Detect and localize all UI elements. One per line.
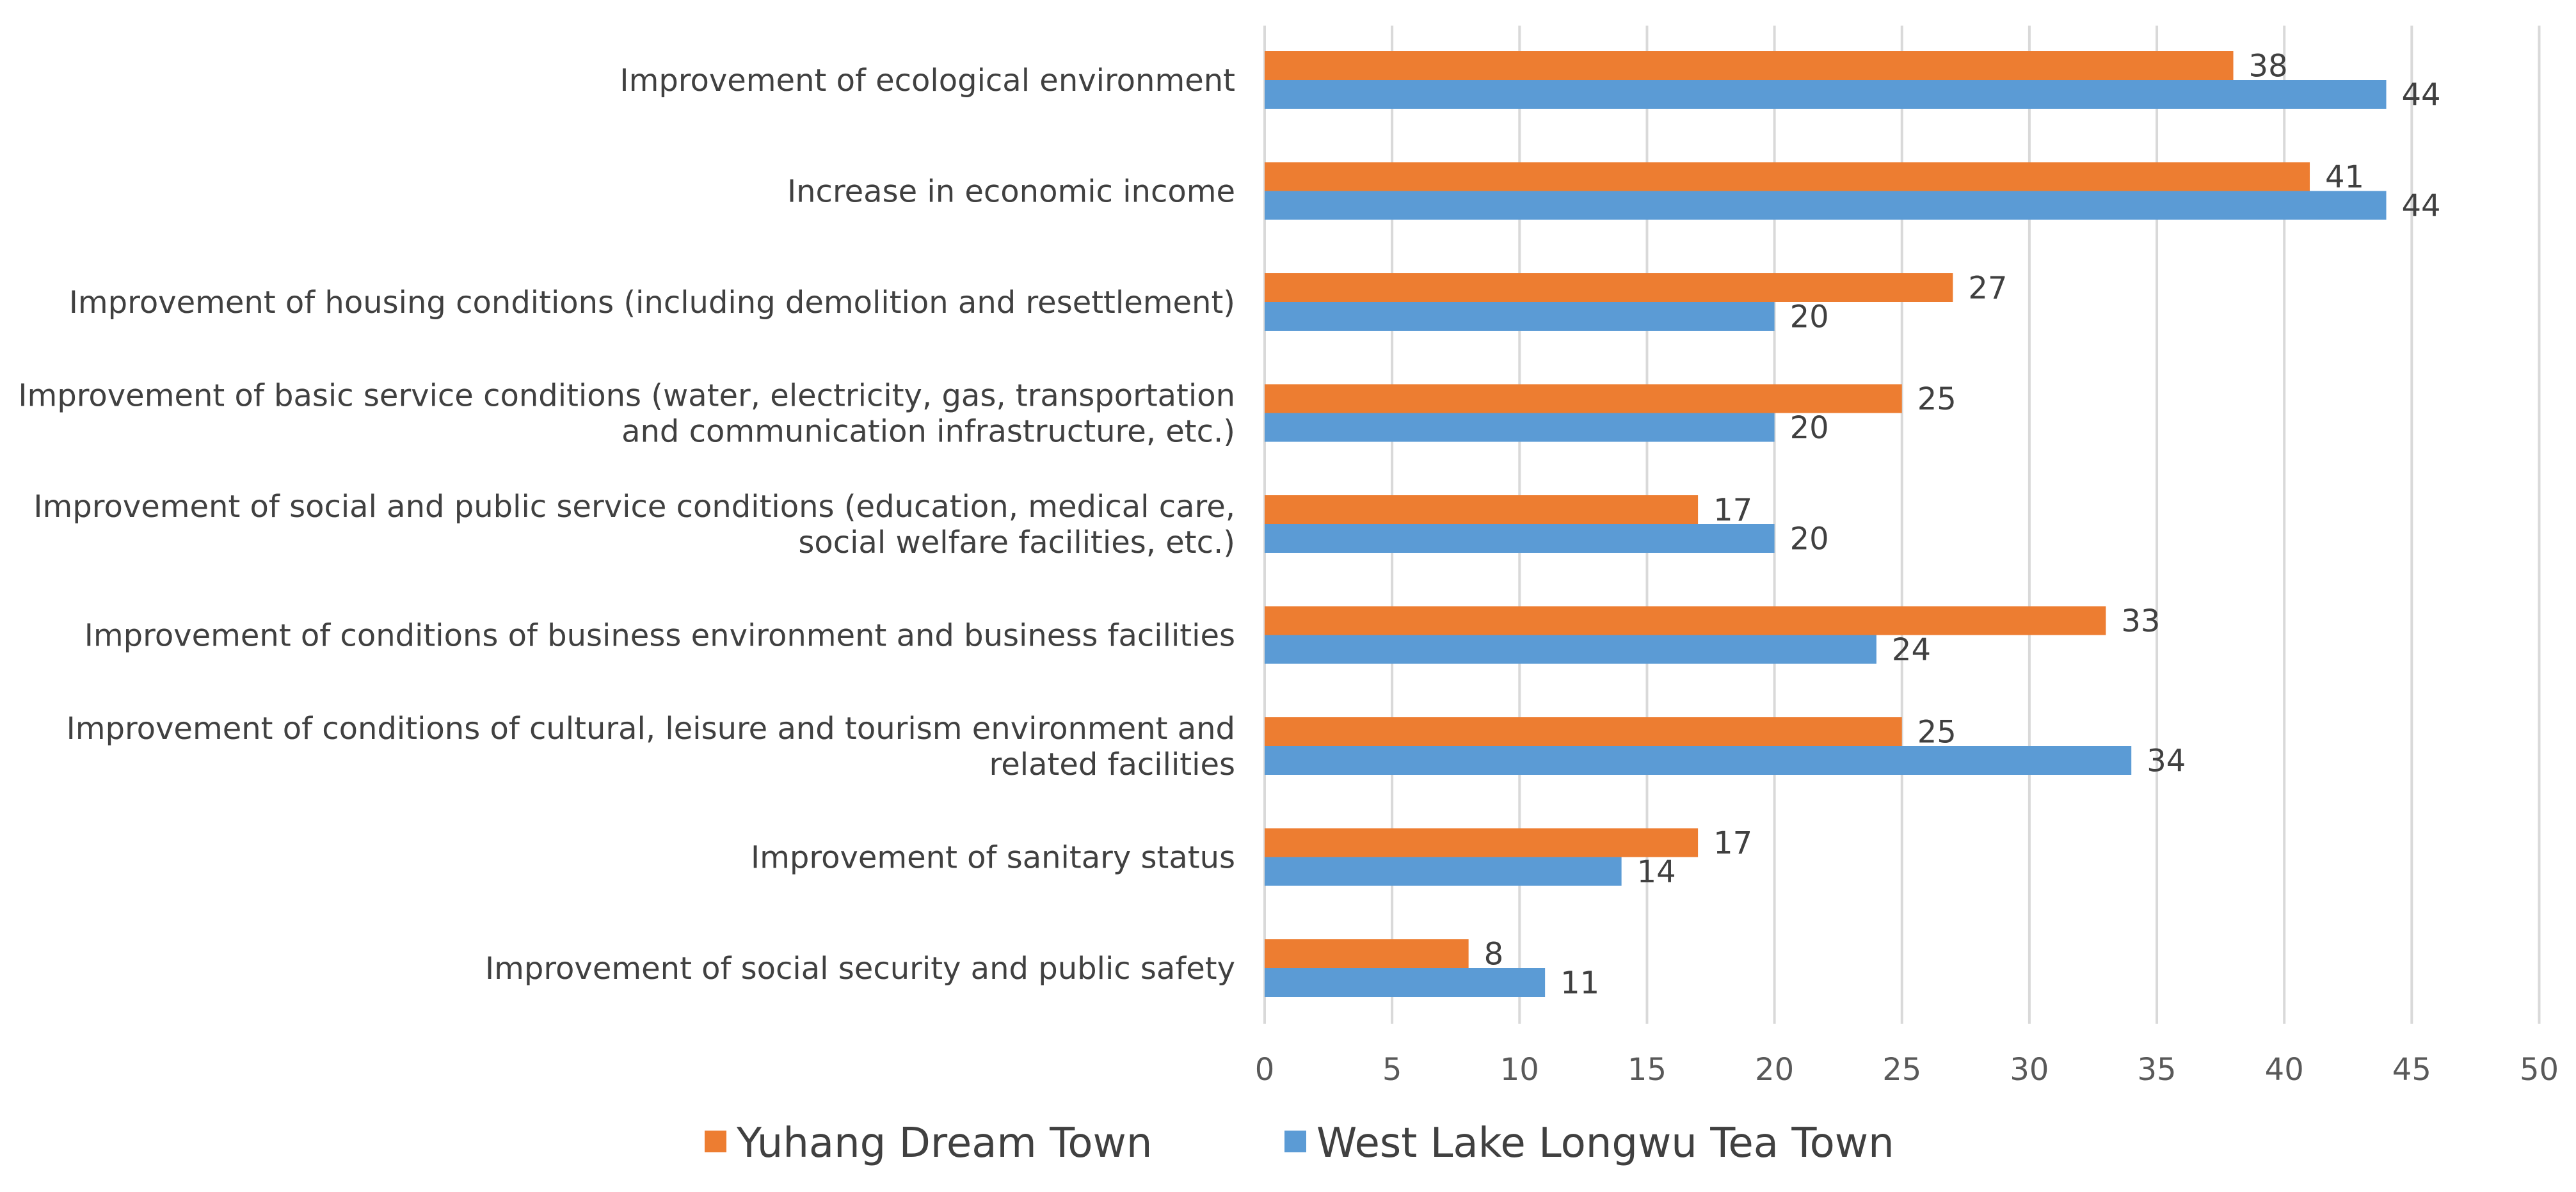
x-tick-label: 45: [2392, 1052, 2431, 1088]
bar-west-lake-2: [1265, 302, 1775, 331]
x-tick-label: 50: [2520, 1052, 2559, 1088]
data-label: 34: [2147, 743, 2186, 779]
category-label: Improvement of social and public service…: [33, 489, 1235, 560]
bar-yuhang-8: [1265, 939, 1469, 968]
x-tick-label: 30: [2010, 1052, 2049, 1088]
bar-west-lake-0: [1265, 80, 2387, 109]
bar-west-lake-4: [1265, 524, 1775, 553]
data-label: 17: [1713, 493, 1752, 528]
category-label: Improvement of social security and publi…: [485, 951, 1235, 987]
bar-yuhang-2: [1265, 273, 1953, 302]
x-tick-label: 10: [1500, 1052, 1539, 1088]
bar-west-lake-3: [1265, 413, 1775, 442]
x-tick-label: 15: [1628, 1052, 1667, 1088]
data-label: 14: [1637, 854, 1676, 890]
x-tick-label: 40: [2265, 1052, 2304, 1088]
bar-west-lake-7: [1265, 857, 1622, 886]
category-label-line: Improvement of sanitary status: [751, 840, 1235, 876]
bars: [1265, 51, 2387, 997]
x-tick-label: 20: [1755, 1052, 1794, 1088]
bar-yuhang-4: [1265, 495, 1699, 524]
x-axis-tick-labels: 0 5 10 15 20 25 30 35 40 45 50: [1255, 1052, 2559, 1088]
category-label: Improvement of conditions of business en…: [84, 618, 1235, 654]
data-label: 17: [1713, 825, 1752, 861]
data-label: 41: [2325, 159, 2364, 195]
x-tick-label: 5: [1382, 1052, 1402, 1088]
category-label: Improvement of conditions of cultural, l…: [67, 711, 1235, 783]
data-label: 20: [1790, 299, 1829, 335]
data-label: 38: [2249, 49, 2288, 84]
category-label-line: social welfare facilities, etc.): [798, 525, 1235, 560]
bar-yuhang-3: [1265, 384, 1902, 413]
category-label-line: Improvement of social security and publi…: [485, 951, 1235, 987]
bar-yuhang-5: [1265, 606, 2106, 635]
category-label-line: Improvement of conditions of business en…: [84, 618, 1235, 654]
bar-west-lake-6: [1265, 746, 2132, 775]
category-label-line: Improvement of housing conditions (inclu…: [69, 285, 1235, 321]
legend-label: Yuhang Dream Town: [736, 1120, 1152, 1167]
category-label: Improvement of sanitary status: [751, 840, 1235, 876]
category-label-line: and communication infrastructure, etc.): [621, 414, 1235, 450]
bar-west-lake-1: [1265, 191, 2387, 220]
category-label: Improvement of housing conditions (inclu…: [69, 285, 1235, 321]
legend: Yuhang Dream Town West Lake Longwu Tea To…: [705, 1120, 1894, 1167]
data-labels: 38 44 41 44 27 20 25 20 17 20 33 24 25 34 17 14 8 11: [1484, 49, 2441, 1001]
bar-yuhang-6: [1265, 717, 1902, 746]
data-label: 20: [1790, 521, 1829, 557]
category-label-line: related facilities: [989, 747, 1235, 783]
bar-yuhang-1: [1265, 162, 2310, 191]
data-label: 20: [1790, 410, 1829, 446]
data-label: 25: [1917, 381, 1956, 417]
category-label-line: Improvement of ecological environment: [620, 63, 1235, 99]
category-label-line: Improvement of social and public service…: [33, 489, 1235, 525]
legend-swatch: [705, 1131, 726, 1152]
data-label: 27: [1968, 271, 2007, 306]
bar-west-lake-8: [1265, 968, 1546, 997]
category-label-line: Improvement of conditions of cultural, l…: [67, 711, 1235, 747]
category-label: Improvement of basic service conditions …: [18, 378, 1235, 450]
x-tick-label: 0: [1255, 1052, 1275, 1088]
bar-west-lake-5: [1265, 635, 1876, 664]
x-tick-label: 35: [2138, 1052, 2177, 1088]
data-label: 8: [1484, 937, 1504, 973]
category-label: Increase in economic income: [787, 174, 1235, 210]
bar-yuhang-7: [1265, 828, 1699, 857]
category-label: Improvement of ecological environment: [620, 63, 1235, 99]
bar-yuhang-0: [1265, 51, 2234, 80]
x-tick-label: 25: [1882, 1052, 1921, 1088]
legend-label: West Lake Longwu Tea Town: [1316, 1120, 1894, 1167]
data-label: 44: [2402, 188, 2441, 224]
data-label: 24: [1892, 632, 1931, 668]
data-label: 33: [2121, 603, 2160, 639]
data-label: 11: [1560, 966, 1599, 1001]
data-label: 44: [2402, 77, 2441, 113]
category-label-line: Increase in economic income: [787, 174, 1235, 210]
data-label: 25: [1917, 715, 1956, 751]
legend-swatch: [1284, 1131, 1306, 1152]
category-label-line: Improvement of basic service conditions …: [18, 378, 1235, 414]
category-labels: Improvement of ecological environment Inc…: [18, 63, 1235, 987]
